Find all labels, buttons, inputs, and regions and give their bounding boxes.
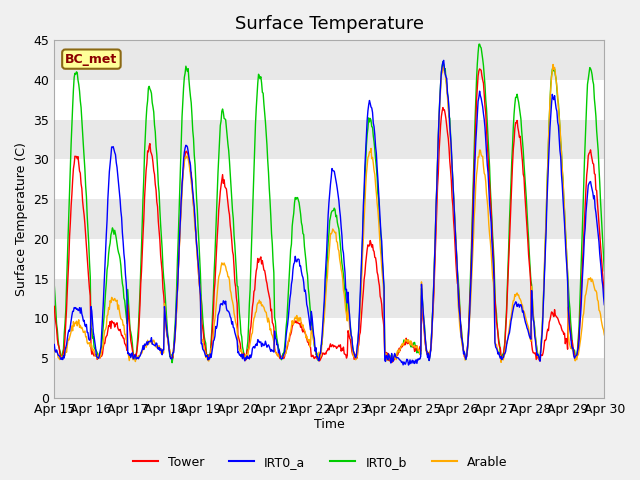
Bar <box>54 80 604 120</box>
Bar <box>54 239 604 278</box>
Title: Surface Temperature: Surface Temperature <box>235 15 424 33</box>
Text: BC_met: BC_met <box>65 53 118 66</box>
Legend: Tower, IRT0_a, IRT0_b, Arable: Tower, IRT0_a, IRT0_b, Arable <box>128 451 512 474</box>
Bar <box>54 318 604 358</box>
Y-axis label: Surface Temperature (C): Surface Temperature (C) <box>15 142 28 296</box>
Bar <box>54 159 604 199</box>
X-axis label: Time: Time <box>314 419 345 432</box>
